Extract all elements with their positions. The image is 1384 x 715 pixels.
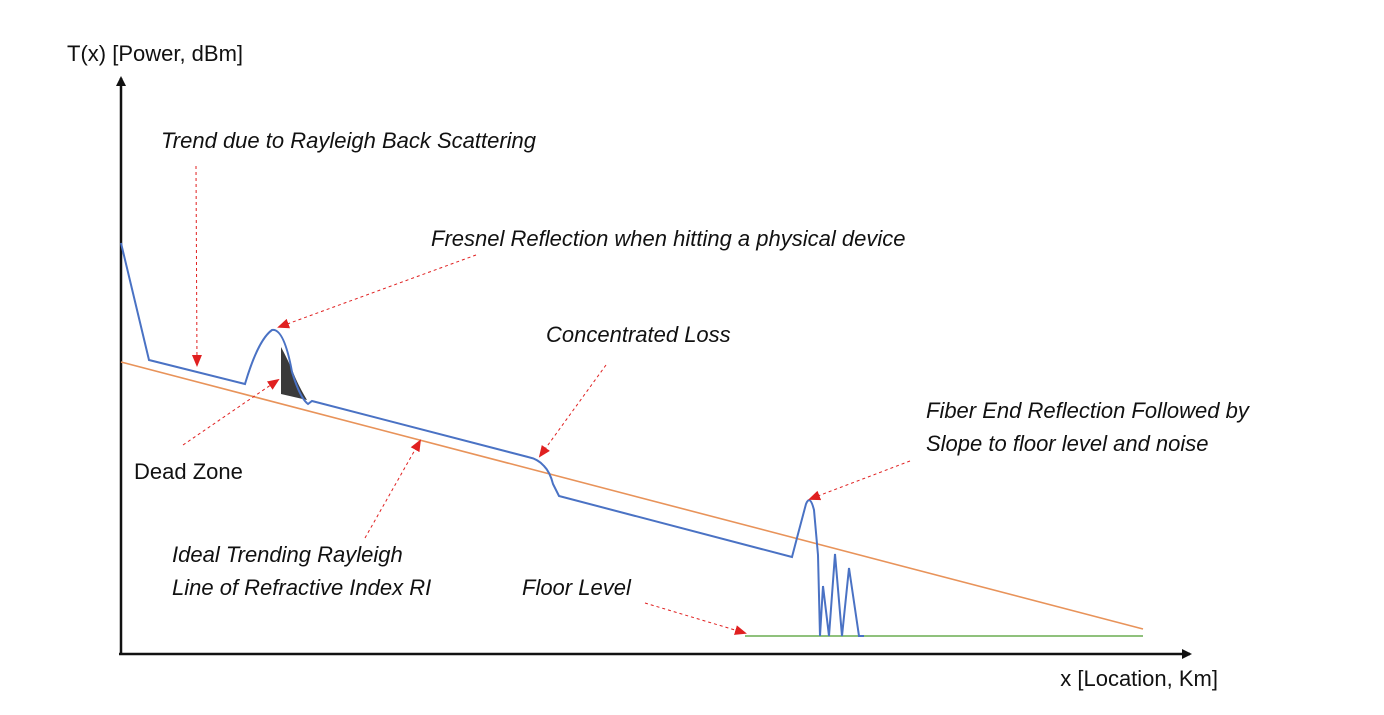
arrow-dead-zone: [182, 378, 280, 446]
arrow-fresnel: [277, 254, 477, 329]
fiber-end-label-line2: Slope to floor level and noise: [926, 431, 1209, 456]
dead-zone-fill: [281, 347, 307, 400]
ideal-line-label-line2: Line of Refractive Index RI: [172, 575, 431, 600]
ideal-line-label-line1: Ideal Trending Rayleigh: [172, 542, 403, 567]
fresnel-label: Fresnel Reflection when hitting a physic…: [431, 226, 905, 251]
ideal-rayleigh-line: [120, 361, 1144, 630]
y-axis-label: T(x) [Power, dBm]: [67, 41, 243, 66]
fiber-end-label-line1: Fiber End Reflection Followed by: [926, 398, 1251, 423]
dead-zone-label: Dead Zone: [134, 459, 243, 484]
arrow-fiber-end: [808, 460, 911, 501]
concentrated-loss-label: Concentrated Loss: [546, 322, 731, 347]
arrow-ideal-line: [364, 439, 421, 539]
arrow-concentrated-loss: [538, 364, 607, 458]
rayleigh-trend-label: Trend due to Rayleigh Back Scattering: [161, 128, 537, 153]
x-axis-label: x [Location, Km]: [1060, 666, 1218, 691]
floor-level-label: Floor Level: [522, 575, 632, 600]
otdr-trace: [120, 242, 864, 637]
arrow-rayleigh-trend: [191, 165, 202, 367]
arrow-floor-level: [644, 602, 747, 635]
